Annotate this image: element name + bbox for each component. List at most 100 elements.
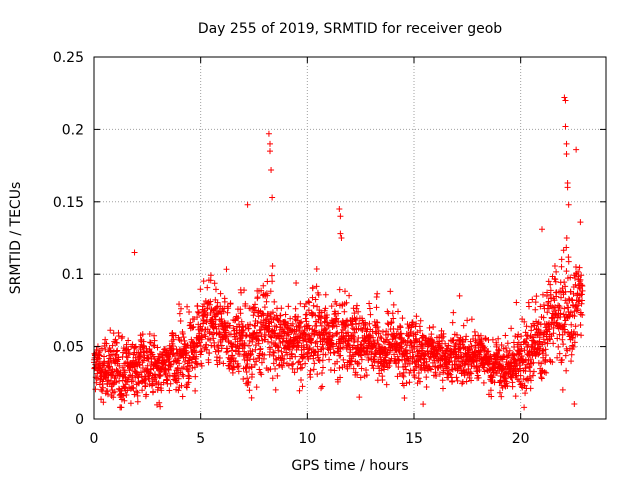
data-point <box>252 342 259 349</box>
data-point <box>545 305 552 312</box>
data-point <box>267 140 273 147</box>
data-point <box>562 97 569 104</box>
data-point <box>158 387 165 394</box>
ticks: 0 0.05 0.1 0.15 0.2 0.25 0 5 10 15 20 <box>53 50 606 447</box>
data-point <box>251 361 258 368</box>
data-point <box>317 319 324 326</box>
data-point <box>417 378 424 385</box>
data-point <box>133 388 140 395</box>
data-point <box>526 303 533 310</box>
data-point <box>326 356 333 363</box>
data-point <box>98 345 105 352</box>
data-point <box>578 332 585 339</box>
data-point <box>403 366 410 373</box>
data-point <box>312 296 319 303</box>
data-point <box>275 344 282 351</box>
data-point <box>244 361 251 368</box>
data-point <box>124 354 131 361</box>
data-points <box>91 94 586 411</box>
data-point <box>245 325 252 332</box>
data-point <box>574 302 581 309</box>
data-point <box>426 365 433 372</box>
data-point <box>558 294 565 301</box>
data-point <box>554 335 561 342</box>
x-tick-label: 10 <box>298 431 316 447</box>
data-point <box>379 377 386 384</box>
data-point <box>442 340 449 347</box>
data-point <box>504 382 511 389</box>
data-point <box>489 374 496 381</box>
data-point <box>398 330 405 337</box>
data-point <box>235 348 242 355</box>
data-point <box>274 372 281 379</box>
data-point <box>454 355 461 362</box>
data-point <box>376 370 383 377</box>
data-point <box>343 318 350 325</box>
data-point <box>189 364 196 371</box>
data-point <box>297 365 304 372</box>
data-point <box>313 266 320 273</box>
data-point <box>527 377 534 384</box>
data-point <box>119 333 126 340</box>
data-point <box>390 315 397 322</box>
data-point <box>349 332 356 339</box>
data-point <box>450 309 457 316</box>
data-point <box>125 337 132 344</box>
data-point <box>509 383 516 390</box>
data-point <box>118 404 125 411</box>
data-point <box>568 358 575 365</box>
data-point <box>177 318 184 325</box>
data-point <box>370 334 377 341</box>
data-point <box>550 324 557 331</box>
data-point <box>326 344 333 351</box>
data-point <box>220 360 227 367</box>
data-point <box>404 350 411 357</box>
data-point <box>465 366 472 373</box>
data-point <box>245 342 252 349</box>
data-point <box>196 339 203 346</box>
data-point <box>537 321 544 328</box>
data-point <box>375 327 382 334</box>
data-point <box>142 382 149 389</box>
x-tick-label: 5 <box>196 431 205 447</box>
data-point <box>208 342 215 349</box>
data-point <box>563 268 570 275</box>
data-point <box>561 305 568 312</box>
data-point <box>114 347 121 354</box>
data-point <box>174 379 181 386</box>
data-point <box>222 334 229 341</box>
data-point <box>100 384 107 391</box>
data-point <box>576 264 583 271</box>
y-tick-label: 0.25 <box>53 50 84 66</box>
data-point <box>417 327 424 334</box>
data-point <box>430 324 437 331</box>
data-point <box>464 317 471 324</box>
data-point <box>137 369 144 376</box>
data-point <box>123 341 130 348</box>
data-point <box>578 291 585 298</box>
data-point <box>191 364 198 371</box>
data-point <box>166 355 173 362</box>
data-point <box>351 310 358 317</box>
data-point <box>261 351 268 358</box>
data-point <box>195 310 202 317</box>
data-point <box>572 281 579 288</box>
data-point <box>257 326 264 333</box>
data-point <box>163 376 170 383</box>
data-point <box>496 347 503 354</box>
data-point <box>392 335 399 342</box>
data-point <box>302 360 309 367</box>
data-point <box>146 373 153 380</box>
data-point <box>139 331 146 338</box>
data-point <box>257 369 264 376</box>
data-point <box>390 301 397 308</box>
data-point <box>370 365 377 372</box>
data-point <box>124 376 131 383</box>
data-point <box>536 334 543 341</box>
data-point <box>556 304 563 311</box>
data-point <box>487 387 494 394</box>
data-point <box>249 348 256 355</box>
data-point <box>358 365 365 372</box>
data-point <box>444 364 451 371</box>
